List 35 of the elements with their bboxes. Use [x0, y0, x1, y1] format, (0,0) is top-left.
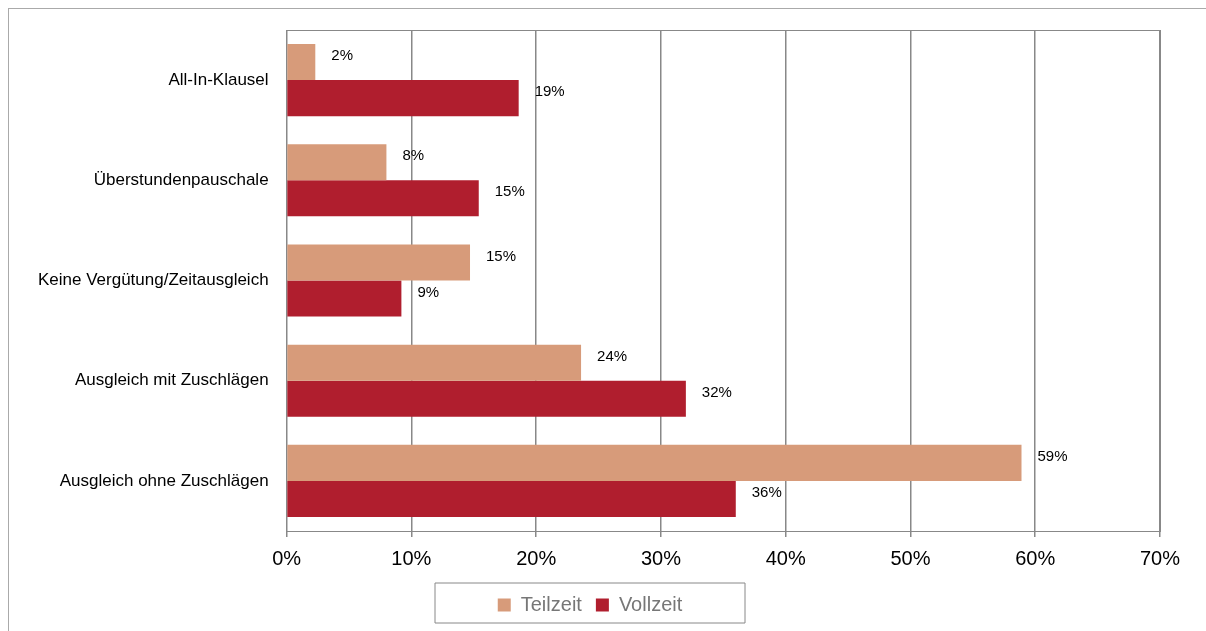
bar: [287, 480, 736, 517]
data-label: 32%: [701, 382, 732, 400]
x-tick-label: 60%: [1015, 546, 1056, 569]
y-tick-label: All-In-Klausel: [168, 69, 269, 89]
data-label: 15%: [486, 246, 517, 264]
y-tick-label: Keine Vergütung/Zeitausgleich: [37, 270, 269, 290]
bar: [287, 380, 686, 417]
data-label: 9%: [417, 282, 440, 300]
legend-label: Vollzeit: [618, 592, 683, 615]
bar: [287, 344, 582, 381]
bar: [287, 444, 1022, 481]
legend-label: Teilzeit: [520, 592, 583, 615]
data-label: 59%: [1037, 447, 1068, 464]
bar: [287, 280, 402, 317]
bar: [287, 44, 316, 81]
data-label: 8%: [402, 146, 425, 164]
x-tick-label: 20%: [516, 546, 557, 569]
data-label: 15%: [494, 182, 525, 200]
x-tick-label: 0%: [272, 546, 302, 569]
y-tick-label: Ausgleich ohne Zuschlägen: [59, 470, 269, 490]
bar: [287, 244, 471, 281]
data-label: 36%: [751, 483, 782, 501]
x-tick-label: 70%: [1139, 546, 1181, 569]
bar: [287, 144, 387, 181]
x-tick-label: 10%: [391, 546, 432, 569]
bar: [287, 180, 479, 217]
bar: [287, 80, 519, 117]
y-tick-label: Ausgleich mit Zuschlägen: [74, 370, 269, 390]
data-label: 19%: [534, 82, 565, 100]
y-tick-label: Überstundenpauschale: [93, 169, 269, 189]
data-label: 24%: [597, 346, 628, 364]
x-tick-label: 50%: [890, 546, 931, 569]
x-tick-label: 30%: [640, 546, 682, 569]
data-label: 2%: [331, 46, 353, 64]
x-tick-label: 40%: [765, 546, 806, 569]
